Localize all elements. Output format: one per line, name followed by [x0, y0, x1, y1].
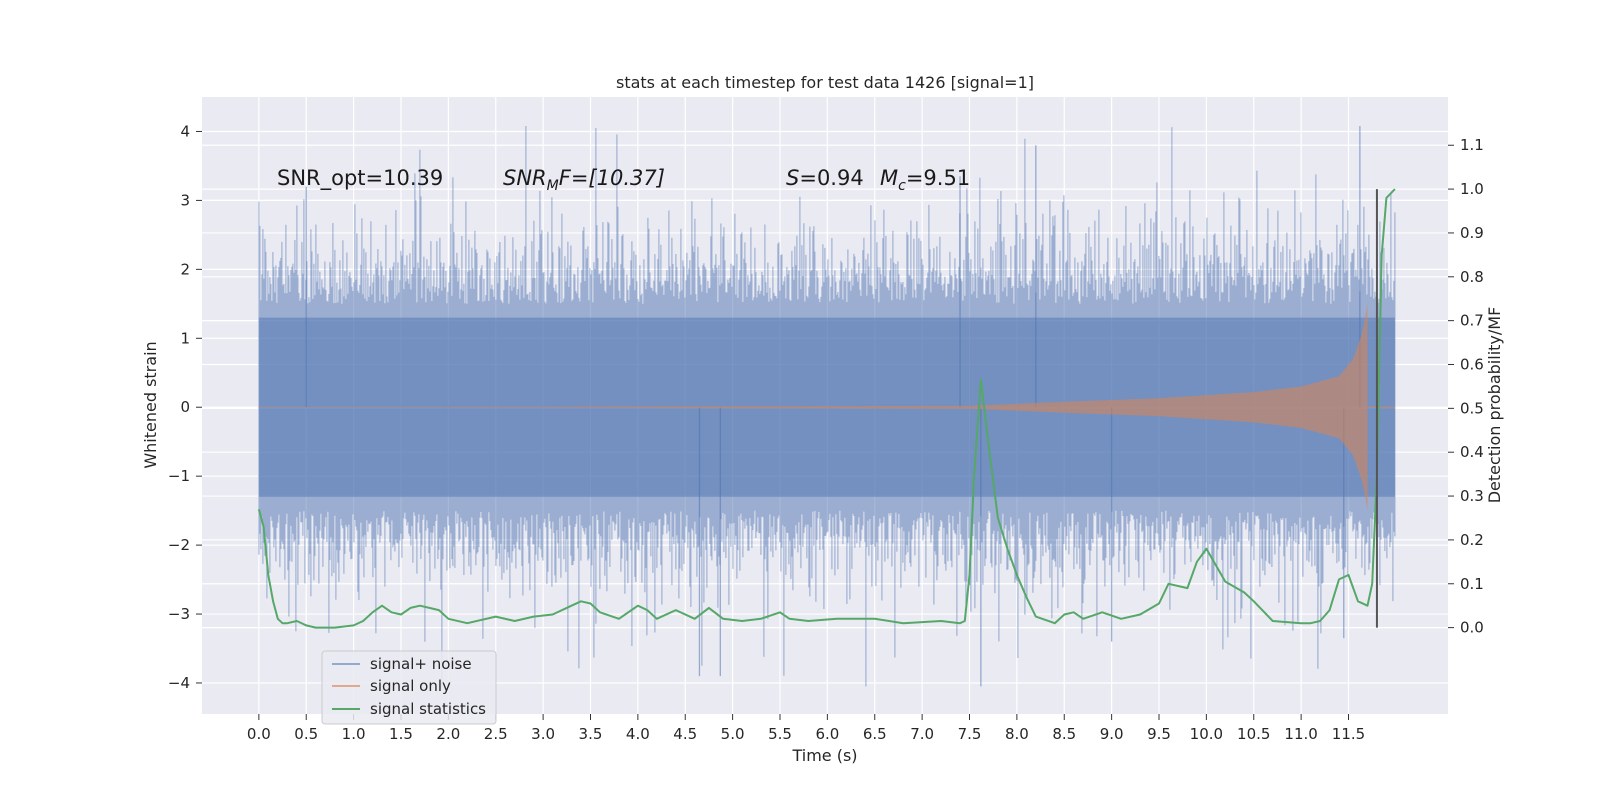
x-axis-label: Time (s)	[791, 746, 857, 765]
y-left-tick-label: 3	[180, 191, 190, 209]
y-right-tick-label: 0.2	[1460, 531, 1484, 549]
x-tick-label: 9.0	[1100, 725, 1124, 743]
y-left-tick-label: −3	[168, 605, 190, 623]
y-axis-label-left: Whitened strain	[141, 341, 160, 468]
x-tick-label: 7.5	[958, 725, 982, 743]
x-tick-label: 1.0	[342, 725, 366, 743]
y-right-tick-label: 0.9	[1460, 224, 1484, 242]
x-tick-label: 0.0	[247, 725, 271, 743]
chart-title: stats at each timestep for test data 142…	[616, 73, 1034, 92]
annotation-s: S=0.94	[786, 166, 864, 190]
y-left-tick-label: −4	[168, 674, 190, 692]
legend-label-signal-statistics: signal statistics	[370, 700, 486, 718]
x-tick-label: 2.5	[484, 725, 508, 743]
y-left-tick-label: 1	[180, 329, 190, 347]
x-tick-label: 3.0	[531, 725, 555, 743]
y-right-tick-label: 1.0	[1460, 180, 1484, 198]
y-left-tick-label: −2	[168, 536, 190, 554]
x-tick-label: 4.5	[673, 725, 697, 743]
y-left-tick-label: 0	[180, 398, 190, 416]
x-tick-label: 9.5	[1147, 725, 1171, 743]
y-right-tick-label: 0.7	[1460, 312, 1484, 330]
x-tick-label: 6.5	[863, 725, 887, 743]
y-axis-label-right: Detection probability/MF	[1485, 307, 1504, 504]
x-tick-label: 3.5	[579, 725, 603, 743]
x-tick-label: 7.0	[910, 725, 934, 743]
axis-ticks: 0.0 0.5 1.0 1.5 2.0 2.5 3.0 3.5 4.0 4.5 5.0 5.5 6.0 6…	[168, 122, 1484, 743]
series-signal-only	[258, 303, 1395, 511]
x-tick-label: 10.5	[1237, 725, 1270, 743]
noise-spikes	[258, 126, 1396, 687]
x-tick-label: 8.0	[1005, 725, 1029, 743]
y-right-tick-label: 0.6	[1460, 355, 1484, 373]
signal-chirp	[258, 303, 1368, 511]
y-left-tick-label: 2	[180, 260, 190, 278]
annotation-mc: Mc=9.51	[880, 166, 970, 194]
x-tick-label: 5.0	[721, 725, 745, 743]
y-right-tick-label: 0.1	[1460, 575, 1484, 593]
legend-box	[321, 650, 497, 725]
x-tick-label: 11.5	[1332, 725, 1365, 743]
y-left-tick-label: −1	[168, 467, 190, 485]
x-tick-label: 4.0	[626, 725, 650, 743]
stats-line	[257, 188, 1396, 629]
y-right-tick-label: 1.1	[1460, 136, 1484, 154]
legend-label-signal-noise: signal+ noise	[370, 655, 472, 673]
y-right-tick-label: 0.8	[1460, 268, 1484, 286]
y-right-tick-label: 0.0	[1460, 619, 1484, 637]
annotation-snr-mf: SNRMF=[10.37]	[503, 166, 665, 194]
x-tick-label: 6.0	[815, 725, 839, 743]
x-tick-label: 8.5	[1052, 725, 1076, 743]
y-right-tick-label: 0.3	[1460, 487, 1484, 505]
series-signal-statistics	[257, 188, 1396, 629]
y-right-tick-label: 0.4	[1460, 443, 1484, 461]
y-left-tick-label: 4	[180, 122, 190, 140]
y-right-tick-label: 0.5	[1460, 399, 1484, 417]
x-tick-label: 11.0	[1284, 725, 1317, 743]
x-tick-label: 10.0	[1190, 725, 1223, 743]
x-tick-label: 5.5	[768, 725, 792, 743]
legend: signal+ noise signal only signal statist…	[321, 650, 497, 725]
x-tick-label: 1.5	[389, 725, 413, 743]
x-tick-label: 0.5	[294, 725, 318, 743]
annotation-snr-opt: SNR_opt=10.39	[277, 166, 443, 191]
legend-label-signal-only: signal only	[370, 677, 451, 695]
x-tick-label: 2.0	[436, 725, 460, 743]
